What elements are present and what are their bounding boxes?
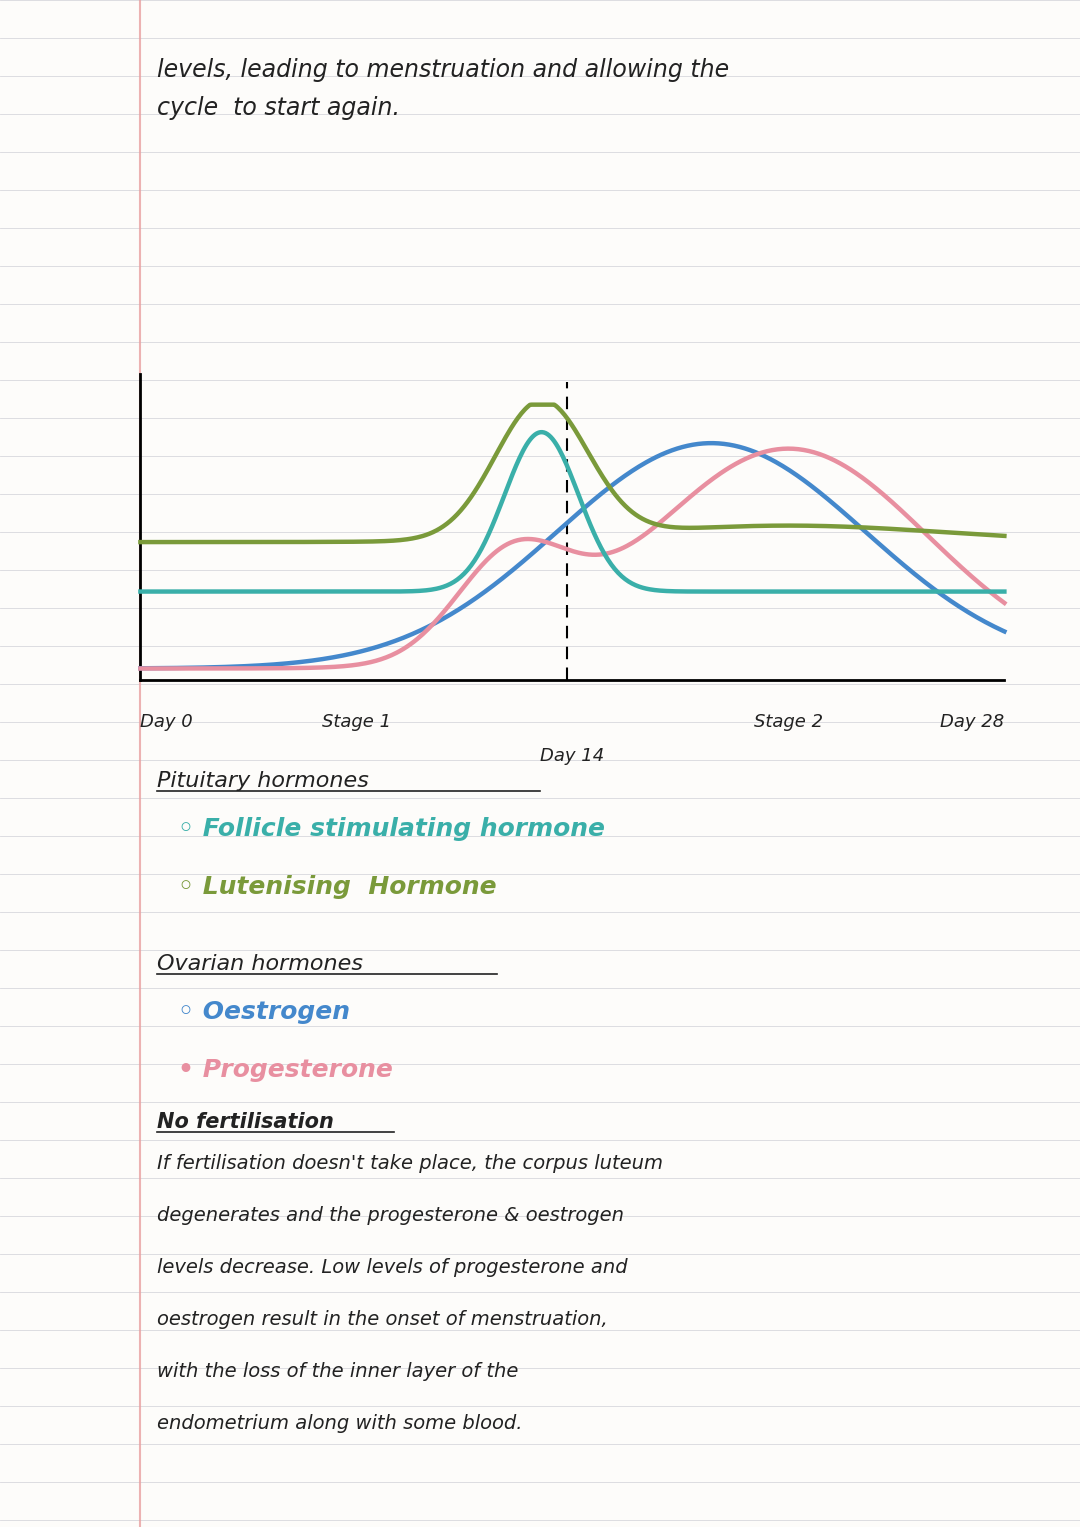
Text: Stage 1: Stage 1	[322, 713, 391, 731]
Text: ◦ Lutenising  Hormone: ◦ Lutenising Hormone	[178, 875, 497, 899]
Text: endometrium along with some blood.: endometrium along with some blood.	[157, 1414, 522, 1432]
Text: levels, leading to menstruation and allowing the: levels, leading to menstruation and allo…	[157, 58, 729, 82]
Text: No fertilisation: No fertilisation	[157, 1112, 334, 1132]
Text: Day 0: Day 0	[140, 713, 193, 731]
Text: If fertilisation doesn't take place, the corpus luteum: If fertilisation doesn't take place, the…	[157, 1154, 663, 1173]
Text: with the loss of the inner layer of the: with the loss of the inner layer of the	[157, 1362, 518, 1380]
Text: ◦ Oestrogen: ◦ Oestrogen	[178, 1000, 350, 1025]
Text: levels decrease. Low levels of progesterone and: levels decrease. Low levels of progester…	[157, 1258, 627, 1277]
Text: Stage 2: Stage 2	[754, 713, 823, 731]
Text: degenerates and the progesterone & oestrogen: degenerates and the progesterone & oestr…	[157, 1206, 623, 1225]
Text: Day 14: Day 14	[540, 747, 605, 765]
Text: ◦ Follicle stimulating hormone: ◦ Follicle stimulating hormone	[178, 817, 605, 841]
Text: oestrogen result in the onset of menstruation,: oestrogen result in the onset of menstru…	[157, 1310, 607, 1328]
Text: Day 28: Day 28	[941, 713, 1004, 731]
Text: Ovarian hormones: Ovarian hormones	[157, 954, 363, 974]
Text: cycle  to start again.: cycle to start again.	[157, 96, 400, 121]
Text: • Progesterone: • Progesterone	[178, 1058, 393, 1083]
Text: Pituitary hormones: Pituitary hormones	[157, 771, 368, 791]
